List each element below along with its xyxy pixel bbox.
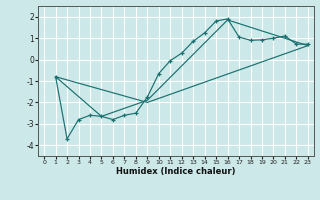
X-axis label: Humidex (Indice chaleur): Humidex (Indice chaleur) (116, 167, 236, 176)
